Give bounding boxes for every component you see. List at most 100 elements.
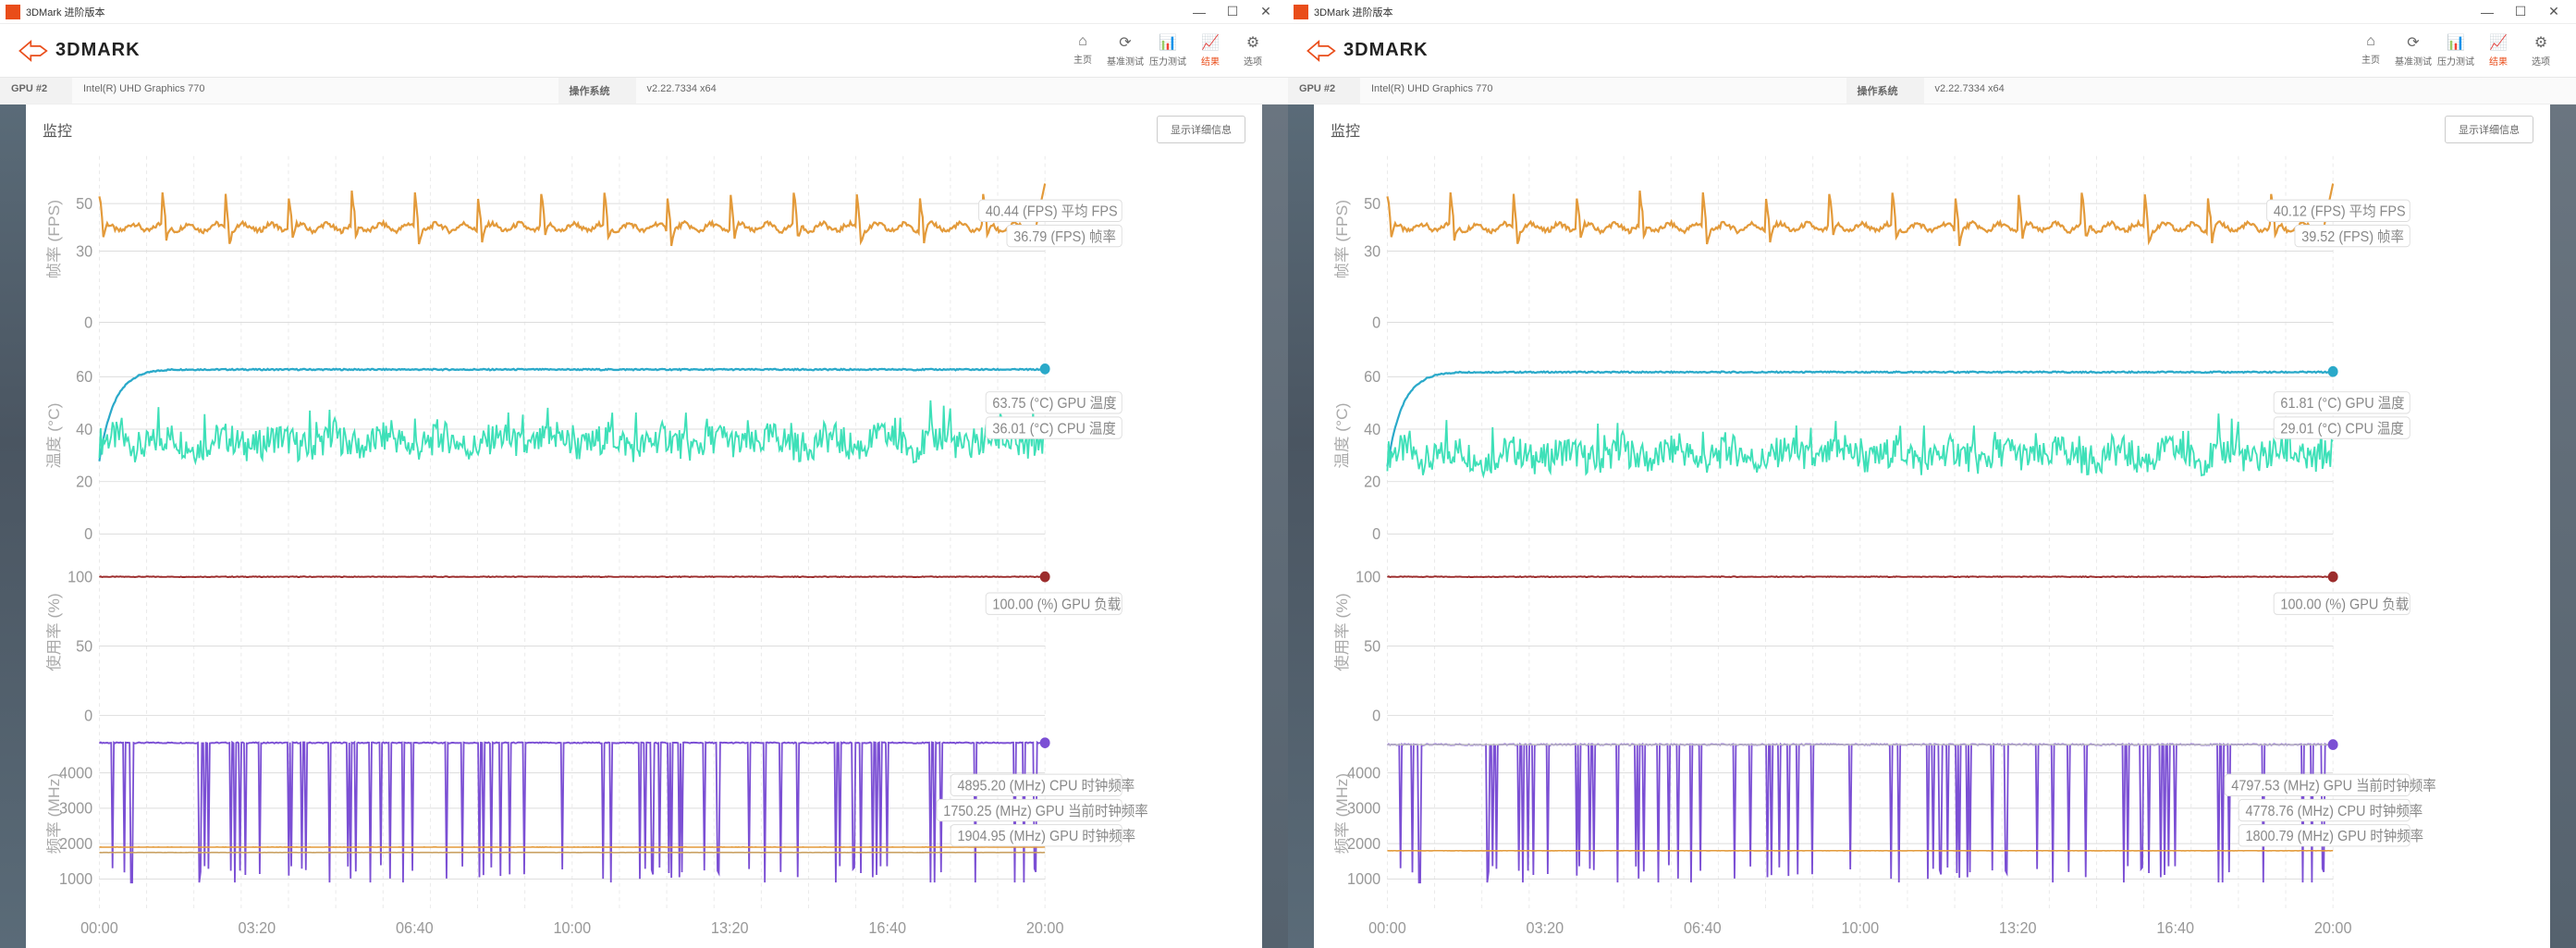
svg-text:20: 20 (1364, 473, 1380, 491)
left-sidebar (1288, 105, 1314, 948)
main-panel: 监控 显示详细信息 03050帧率 (FPS)40.12 (FPS) 平均 FP… (1314, 105, 2550, 948)
svg-text:06:40: 06:40 (1684, 919, 1722, 938)
svg-text:13:20: 13:20 (711, 919, 749, 938)
nav-基准测试[interactable]: ⟳ 基准测试 (2395, 33, 2432, 68)
nav-icon: ⟳ (2407, 33, 2419, 52)
nav-主页[interactable]: ⌂ 主页 (1064, 33, 1101, 68)
left-sidebar (0, 105, 26, 948)
svg-text:60: 60 (1364, 368, 1380, 387)
brand-text: 3DMARK (1343, 40, 1429, 61)
window-title: 3DMark 进阶版本 (1314, 5, 2471, 19)
monitor-label: 监控 (1331, 118, 2445, 141)
svg-text:03:20: 03:20 (1527, 919, 1564, 938)
nav-label: 主页 (1073, 52, 1092, 66)
app-icon (6, 5, 20, 19)
monitor-header: 监控 显示详细信息 (43, 116, 1245, 143)
app-icon (1294, 5, 1308, 19)
app-window: 3DMark 进阶版本 — ☐ ✕ 3DMARK ⌂主页 ⟳ 基准测试 📊压力测试📈结… (1288, 0, 2576, 948)
svg-text:3000: 3000 (1347, 799, 1380, 818)
nav-选项[interactable]: ⚙选项 (2522, 33, 2559, 68)
svg-text:63.75 (°C) GPU 温度: 63.75 (°C) GPU 温度 (992, 396, 1116, 412)
nav-基准测试[interactable]: ⟳ 基准测试 (1107, 33, 1144, 68)
nav-压力测试[interactable]: 📊压力测试 (1149, 33, 1186, 68)
show-detail-button[interactable]: 显示详细信息 (2445, 116, 2533, 143)
minimize-button[interactable]: — (2471, 0, 2504, 24)
brand-text: 3DMARK (55, 40, 141, 61)
nav-结果[interactable]: 📈结果 (2480, 33, 2517, 68)
nav-结果[interactable]: 📈结果 (1192, 33, 1229, 68)
titlebar: 3DMark 进阶版本 — ☐ ✕ (0, 0, 1288, 24)
os-label: 操作系统 (1846, 78, 1924, 104)
svg-text:20:00: 20:00 (2314, 919, 2352, 938)
nav-label: 基准测试 (1107, 54, 1144, 68)
svg-text:100.00 (%) GPU 负载: 100.00 (%) GPU 负载 (2280, 597, 2409, 613)
maximize-button[interactable]: ☐ (2504, 0, 2537, 24)
svg-text:1000: 1000 (1347, 870, 1380, 889)
body: 监控 显示详细信息 03050帧率 (FPS)40.44 (FPS) 平均 FP… (0, 105, 1288, 948)
nav-label: 选项 (1244, 54, 1262, 68)
svg-text:温度 (°C): 温度 (°C) (46, 403, 63, 469)
nav-主页[interactable]: ⌂主页 (2352, 33, 2389, 68)
right-sidebar (2550, 105, 2576, 948)
svg-text:4797.53 (MHz) GPU 当前时钟频率: 4797.53 (MHz) GPU 当前时钟频率 (2231, 778, 2435, 794)
nav-label: 结果 (2489, 54, 2508, 68)
nav-选项[interactable]: ⚙选项 (1234, 33, 1271, 68)
svg-text:30: 30 (76, 242, 92, 261)
svg-text:温度 (°C): 温度 (°C) (1334, 403, 1351, 469)
window-title: 3DMark 进阶版本 (26, 5, 1183, 19)
nav-label: 基准测试 (2395, 54, 2432, 68)
svg-text:1904.95 (MHz) GPU 时钟频率: 1904.95 (MHz) GPU 时钟频率 (957, 829, 1135, 845)
svg-text:0: 0 (84, 707, 92, 725)
svg-text:使用率 (%): 使用率 (%) (45, 593, 63, 671)
svg-text:03:20: 03:20 (239, 919, 276, 938)
svg-text:100: 100 (67, 568, 92, 586)
svg-text:4000: 4000 (1347, 764, 1380, 782)
logo-icon (1305, 35, 1336, 67)
svg-text:60: 60 (76, 368, 92, 387)
close-button[interactable]: ✕ (1249, 0, 1282, 24)
svg-text:36.01 (°C) CPU 温度: 36.01 (°C) CPU 温度 (992, 421, 1115, 437)
svg-text:4000: 4000 (59, 764, 92, 782)
svg-text:1800.79 (MHz) GPU 时钟频率: 1800.79 (MHz) GPU 时钟频率 (2245, 829, 2423, 845)
minimize-button[interactable]: — (1183, 0, 1216, 24)
svg-text:40: 40 (1364, 420, 1380, 438)
svg-text:20:00: 20:00 (1026, 919, 1064, 938)
nav-icon: ⌂ (2366, 33, 2375, 50)
svg-text:10:00: 10:00 (553, 919, 591, 938)
monitor-header: 监控 显示详细信息 (1331, 116, 2533, 143)
show-detail-button[interactable]: 显示详细信息 (1157, 116, 1245, 143)
svg-text:100: 100 (1355, 568, 1380, 586)
spacer (803, 78, 1289, 104)
svg-text:2000: 2000 (1347, 834, 1380, 853)
nav-label: 选项 (2532, 54, 2550, 68)
spacer (2091, 78, 2576, 104)
svg-text:36.79 (FPS) 帧率: 36.79 (FPS) 帧率 (1013, 228, 1116, 245)
nav-icon: 📊 (1159, 33, 1177, 52)
maximize-button[interactable]: ☐ (1216, 0, 1249, 24)
svg-text:50: 50 (76, 194, 92, 213)
svg-text:4895.20 (MHz) CPU 时钟频率: 4895.20 (MHz) CPU 时钟频率 (957, 778, 1135, 794)
gpu-name: Intel(R) UHD Graphics 770 (1360, 78, 1846, 104)
svg-text:4778.76 (MHz) CPU 时钟频率: 4778.76 (MHz) CPU 时钟频率 (2245, 803, 2423, 819)
svg-text:1000: 1000 (59, 870, 92, 889)
nav-压力测试[interactable]: 📊压力测试 (2437, 33, 2474, 68)
app-window: 3DMark 进阶版本 — ☐ ✕ 3DMARK ⌂ 主页 ⟳ 基准测试 📊压力测试📈结… (0, 0, 1288, 948)
logo: 3DMARK (17, 35, 1064, 67)
svg-text:61.81 (°C) GPU 温度: 61.81 (°C) GPU 温度 (2280, 396, 2404, 412)
svg-text:使用率 (%): 使用率 (%) (1333, 593, 1351, 671)
svg-text:帧率 (FPS): 帧率 (FPS) (1334, 200, 1351, 278)
nav-icon: ⟳ (1119, 33, 1131, 52)
nav-icons: ⌂ 主页 ⟳ 基准测试 📊压力测试📈结果⚙选项 (1064, 33, 1271, 68)
svg-text:40: 40 (76, 420, 92, 438)
svg-text:10:00: 10:00 (1841, 919, 1879, 938)
svg-text:30: 30 (1364, 242, 1380, 261)
logo: 3DMARK (1305, 35, 2352, 67)
svg-text:16:40: 16:40 (868, 919, 906, 938)
svg-text:16:40: 16:40 (2156, 919, 2194, 938)
svg-text:100.00 (%) GPU 负载: 100.00 (%) GPU 负载 (992, 597, 1121, 613)
nav-icon: ⌂ (1078, 33, 1087, 50)
monitor-label: 监控 (43, 118, 1157, 141)
close-button[interactable]: ✕ (2537, 0, 2570, 24)
svg-text:13:20: 13:20 (1999, 919, 2037, 938)
nav-icons: ⌂主页 ⟳ 基准测试 📊压力测试📈结果⚙选项 (2352, 33, 2559, 68)
